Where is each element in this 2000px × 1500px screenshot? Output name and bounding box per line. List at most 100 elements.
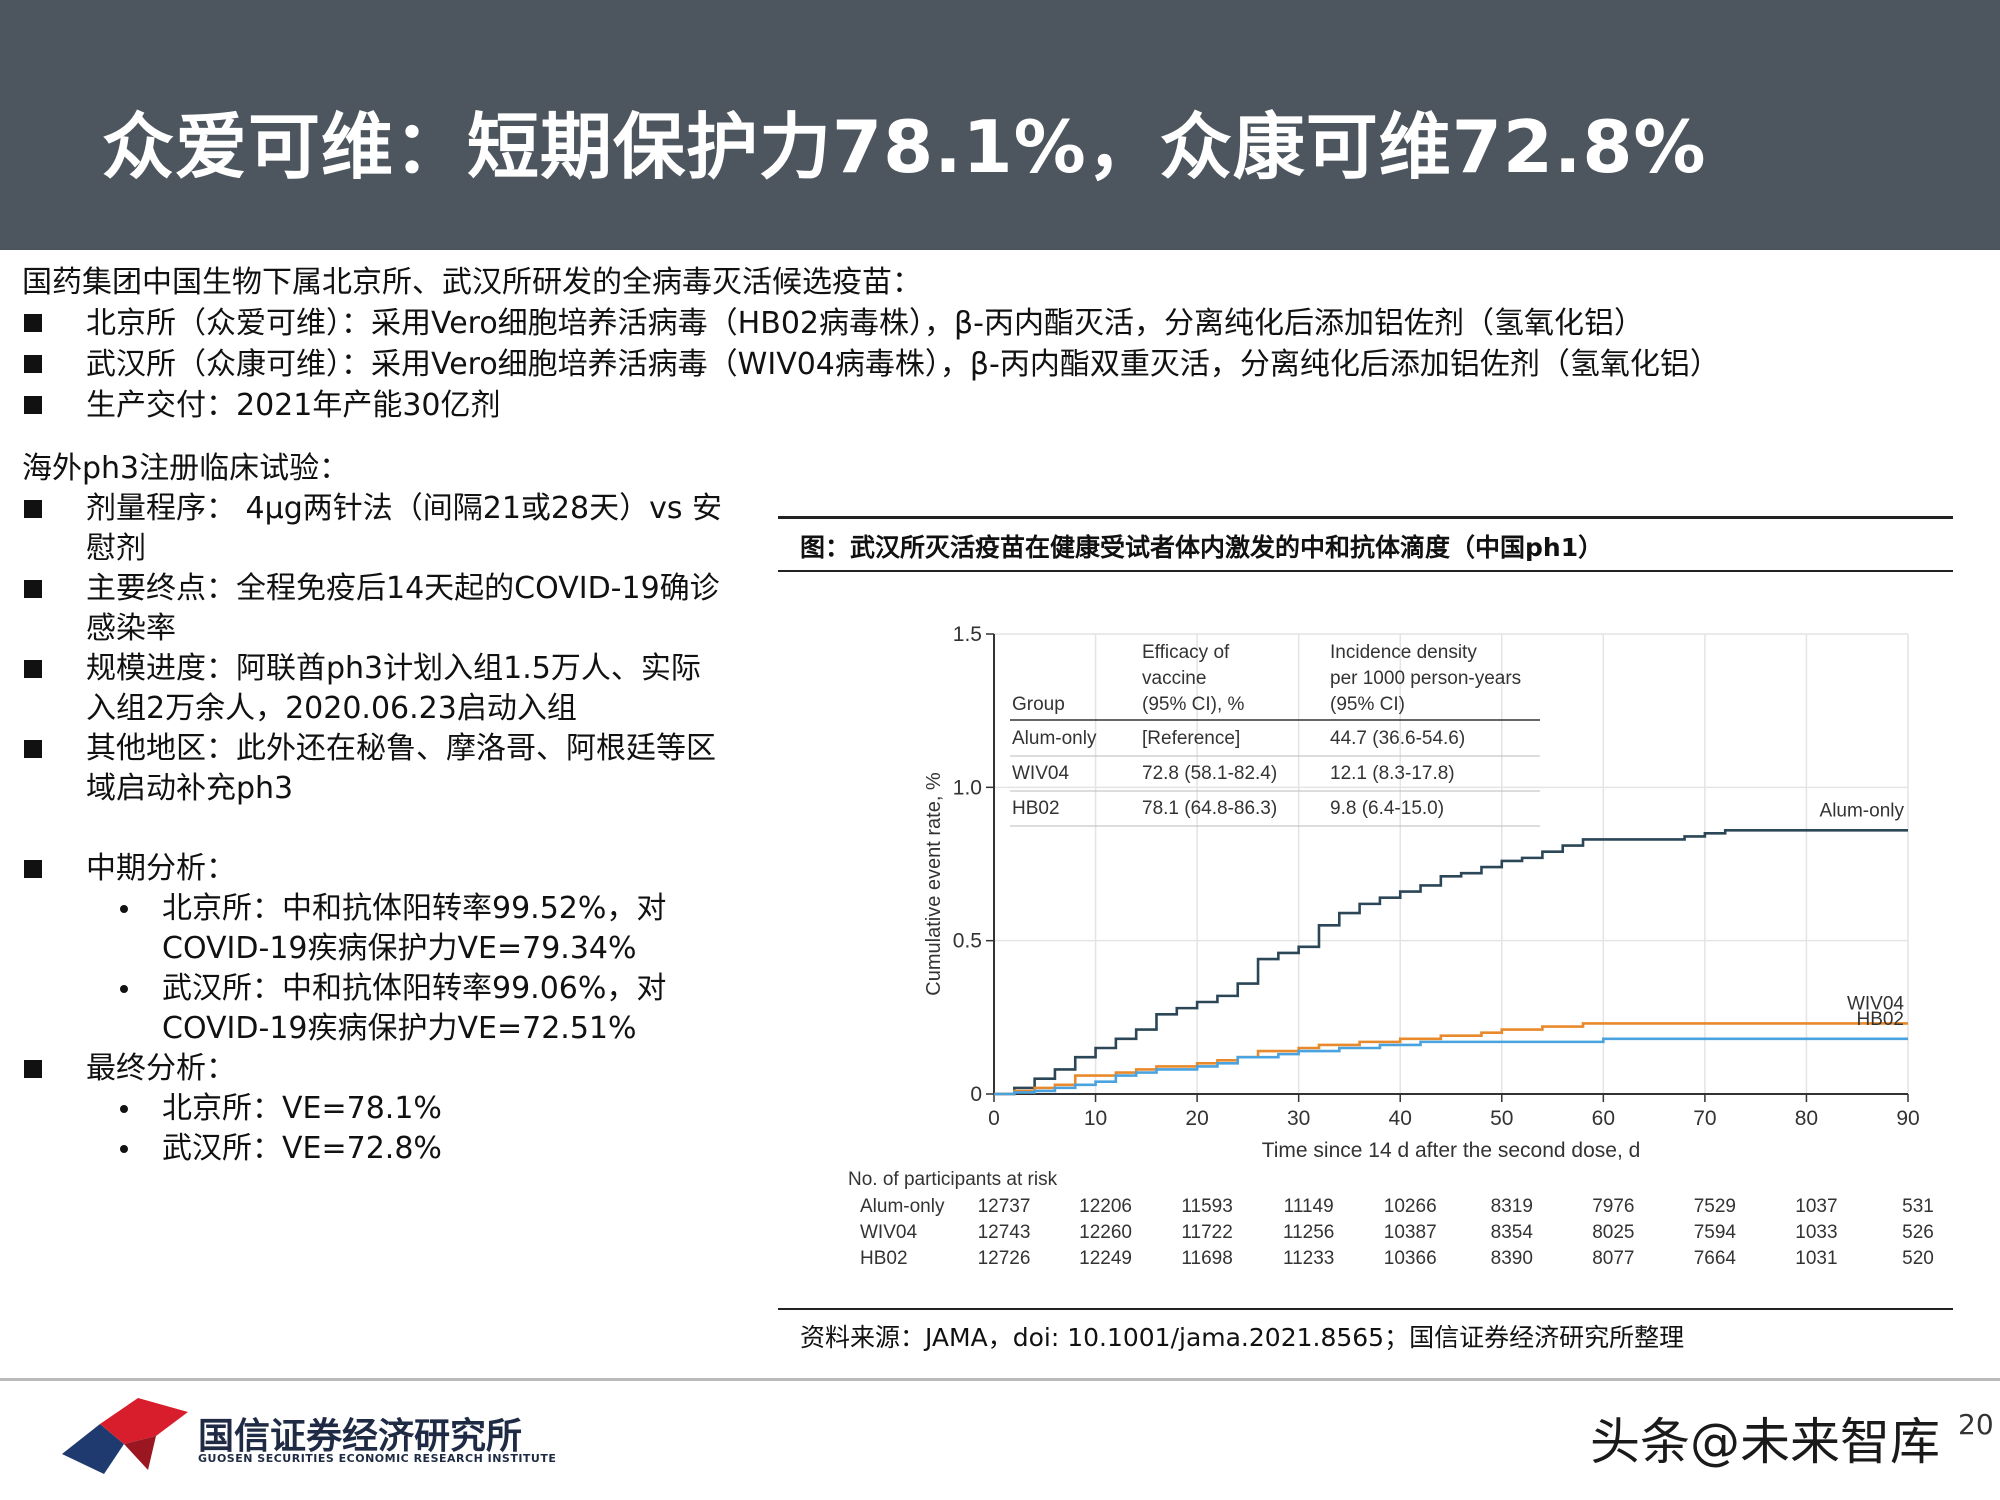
sub-item: 北京所：VE=78.1% <box>118 1089 742 1129</box>
page-number: 20 <box>1958 1408 1994 1441</box>
bullet-text: 剂量程序： 4μg两针法（间隔21或28天）vs 安慰剂 <box>86 491 723 566</box>
risk-value: 8077 <box>1592 1248 1634 1269</box>
x-tick-label: 60 <box>1592 1107 1615 1130</box>
square-bullet-icon <box>24 860 42 878</box>
y-tick-label: 1.5 <box>953 623 982 646</box>
inset-cell: WIV04 <box>1012 763 1069 784</box>
x-tick-label: 80 <box>1795 1107 1818 1130</box>
trial-section: 海外ph3注册临床试验： 剂量程序： 4μg两针法（间隔21或28天）vs 安慰… <box>22 449 742 1169</box>
bullet-item: 生产交付：2021年产能30亿剂 <box>22 385 1982 426</box>
risk-value: 12260 <box>1079 1222 1132 1243</box>
risk-value: 11149 <box>1284 1196 1334 1217</box>
x-tick-label: 70 <box>1693 1107 1716 1130</box>
inset-cell: Alum-only <box>1012 728 1097 749</box>
square-bullet-icon <box>24 500 42 518</box>
x-tick-label: 0 <box>988 1107 1000 1130</box>
sub-item: 武汉所：VE=72.8% <box>118 1129 742 1169</box>
bullet-item: 规模进度：阿联酋ph3计划入组1.5万人、实际入组2万余人，2020.06.23… <box>22 649 742 729</box>
risk-value: 8390 <box>1491 1248 1533 1269</box>
inset-cell: HB02 <box>1012 798 1060 819</box>
org-name-en: GUOSEN SECURITIES ECONOMIC RESEARCH INST… <box>198 1452 557 1465</box>
x-axis-label: Time since 14 d after the second dose, d <box>1262 1139 1641 1162</box>
risk-value: 1037 <box>1795 1196 1837 1217</box>
series-line <box>994 1037 1908 1096</box>
square-bullet-icon <box>24 1060 42 1078</box>
inset-header-text: per 1000 person-years <box>1330 668 1521 689</box>
bullet-text: 生产交付：2021年产能30亿剂 <box>86 388 501 423</box>
dot-bullet-icon <box>120 1105 128 1113</box>
inset-header-text: vaccine <box>1142 668 1206 689</box>
risk-value: 11233 <box>1283 1248 1334 1269</box>
risk-value: 8319 <box>1491 1196 1533 1217</box>
bullet-text: 北京所（众爱可维）：采用Vero细胞培养活病毒（HB02病毒株），β-丙内酯灭活… <box>86 306 1644 341</box>
sub-item: 北京所：中和抗体阳转率99.52%，对COVID-19疾病保护力VE=79.34… <box>118 889 742 969</box>
risk-value: 11593 <box>1181 1196 1232 1217</box>
square-bullet-icon <box>24 396 42 414</box>
watermark: 头条@未来智库 <box>1590 1413 1940 1471</box>
sub-text: 北京所：VE=78.1% <box>162 1091 442 1126</box>
bullet-text: 规模进度：阿联酋ph3计划入组1.5万人、实际入组2万余人，2020.06.23… <box>86 651 701 726</box>
risk-value: 11256 <box>1283 1222 1334 1243</box>
risk-value: 12726 <box>978 1248 1031 1269</box>
bullet-item: 中期分析： <box>22 849 742 889</box>
figure-title: 图：武汉所灭活疫苗在健康受试者体内激发的中和抗体滴度（中国ph1） <box>800 533 1604 562</box>
inset-cell: 78.1 (64.8-86.3) <box>1142 798 1277 819</box>
series-line <box>994 828 1908 1096</box>
square-bullet-icon <box>24 660 42 678</box>
x-tick-label: 30 <box>1287 1107 1310 1130</box>
risk-value: 11722 <box>1181 1222 1232 1243</box>
x-tick-label: 10 <box>1084 1107 1107 1130</box>
inset-header-text: Efficacy of <box>1142 642 1230 663</box>
bullet-item: 剂量程序： 4μg两针法（间隔21或28天）vs 安慰剂 <box>22 489 742 569</box>
sub-text: 武汉所：VE=72.8% <box>162 1131 442 1166</box>
risk-value: 12743 <box>978 1222 1031 1243</box>
risk-table-title: No. of participants at risk <box>848 1169 1058 1190</box>
inset-cell: 44.7 (36.6-54.6) <box>1330 728 1465 749</box>
series-line <box>994 1022 1908 1096</box>
risk-value: 1033 <box>1795 1222 1837 1243</box>
inset-cell: 72.8 (58.1-82.4) <box>1142 763 1277 784</box>
figure-top-rule <box>778 516 1953 519</box>
risk-group-label: HB02 <box>860 1248 908 1269</box>
bullet-text: 其他地区：此外还在秘鲁、摩洛哥、阿根廷等区域启动补充ph3 <box>86 731 716 806</box>
series-label: HB02 <box>1856 1009 1904 1030</box>
risk-value: 10387 <box>1384 1222 1437 1243</box>
risk-value: 11698 <box>1181 1248 1232 1269</box>
inset-header-text: Group <box>1012 694 1065 715</box>
inset-cell: 9.8 (6.4-15.0) <box>1330 798 1444 819</box>
inset-cell: [Reference] <box>1142 728 1240 749</box>
x-tick-label: 20 <box>1185 1107 1208 1130</box>
dot-bullet-icon <box>120 985 128 993</box>
square-bullet-icon <box>24 314 42 332</box>
org-name-cn: 国信证券经济研究所 <box>198 1416 523 1457</box>
risk-value: 10266 <box>1384 1196 1437 1217</box>
x-tick-label: 90 <box>1896 1107 1919 1130</box>
risk-value: 7594 <box>1694 1222 1737 1243</box>
risk-value: 12249 <box>1079 1248 1132 1269</box>
risk-value: 7664 <box>1694 1248 1737 1269</box>
bullet-text: 主要终点：全程免疫后14天起的COVID-19确诊感染率 <box>86 571 720 646</box>
risk-value: 520 <box>1902 1248 1934 1269</box>
trial-heading: 海外ph3注册临床试验： <box>22 451 350 486</box>
bullet-item: 武汉所（众康可维）：采用Vero细胞培养活病毒（WIV04病毒株），β-丙内酯双… <box>22 344 1982 385</box>
y-tick-label: 1.0 <box>953 776 982 799</box>
inset-header-text: Incidence density <box>1330 642 1477 663</box>
square-bullet-icon <box>24 580 42 598</box>
guosen-logo-icon <box>62 1398 188 1474</box>
inset-header-text: (95% CI) <box>1330 694 1405 715</box>
figure-title-rule <box>778 570 1953 572</box>
bullet-item: 其他地区：此外还在秘鲁、摩洛哥、阿根廷等区域启动补充ph3 <box>22 729 742 809</box>
y-tick-label: 0.5 <box>953 930 982 953</box>
intro-line: 国药集团中国生物下属北京所、武汉所研发的全病毒灭活候选疫苗： <box>22 265 922 300</box>
y-axis-label: Cumulative event rate, % <box>923 772 945 996</box>
bullet-text: 武汉所（众康可维）：采用Vero细胞培养活病毒（WIV04病毒株），β-丙内酯双… <box>86 347 1720 382</box>
risk-value: 8025 <box>1592 1222 1634 1243</box>
page-title: 众爱可维：短期保护力78.1%，众康可维72.8% <box>102 105 1707 189</box>
title-bar: 众爱可维：短期保护力78.1%，众康可维72.8% <box>0 0 2000 250</box>
risk-value: 8354 <box>1491 1222 1534 1243</box>
series-label: Alum-only <box>1820 800 1905 821</box>
risk-value: 7976 <box>1592 1196 1634 1217</box>
intro-section: 国药集团中国生物下属北京所、武汉所研发的全病毒灭活候选疫苗： 北京所（众爱可维）… <box>22 262 1982 426</box>
risk-value: 10366 <box>1384 1248 1437 1269</box>
